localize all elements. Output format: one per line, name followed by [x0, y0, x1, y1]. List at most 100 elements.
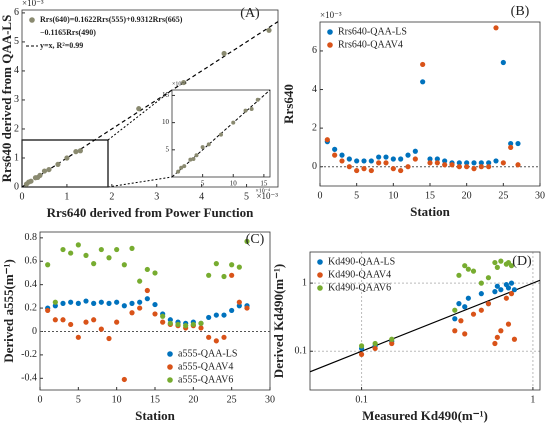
data-point — [452, 328, 458, 334]
data-point — [144, 287, 150, 294]
data-point — [91, 261, 97, 267]
data-point — [221, 334, 227, 340]
data-point — [354, 158, 360, 164]
legend-label: Rrs640-QAA-LS — [338, 26, 407, 37]
data-point — [45, 307, 51, 314]
data-point — [494, 283, 500, 289]
data-point — [160, 313, 166, 319]
data-point — [503, 295, 509, 301]
x-tick-label: 0 — [318, 190, 323, 201]
data-point — [55, 161, 61, 167]
data-point — [464, 160, 470, 166]
inset-point — [231, 120, 236, 125]
x-tick-label: 10 — [388, 190, 398, 201]
data-point — [136, 106, 142, 112]
data-point — [456, 160, 462, 166]
data-point — [390, 156, 396, 162]
data-point — [206, 334, 212, 340]
data-point — [358, 351, 365, 357]
data-point — [229, 262, 235, 268]
inset-point — [249, 107, 254, 112]
x-tick-label: 0.1 — [355, 394, 368, 405]
data-point — [361, 158, 367, 164]
data-point — [361, 166, 367, 172]
data-point — [449, 162, 455, 168]
legend-label: Kd490-QAAV6 — [328, 282, 391, 293]
data-point — [376, 160, 382, 166]
data-point — [478, 291, 484, 297]
data-point — [206, 314, 212, 321]
data-point — [190, 321, 196, 328]
inset-point — [219, 132, 223, 137]
data-point — [442, 162, 448, 168]
x-axis-label: Measured Kd490(m⁻¹) — [362, 408, 488, 423]
inset-point — [179, 165, 184, 170]
panel-label: (D) — [512, 254, 532, 269]
data-point — [221, 50, 227, 57]
x-tick-label: 3 — [154, 191, 159, 202]
panel-label: (B) — [511, 4, 530, 19]
data-point — [52, 317, 58, 323]
data-point — [508, 263, 515, 269]
data-point — [68, 299, 74, 305]
data-point — [77, 148, 83, 154]
x-tick-label: 25 — [227, 394, 237, 405]
data-point — [144, 296, 150, 302]
data-point — [41, 168, 48, 174]
legend-label: Rrs(640)=0.1622Rrs(555)+0.9312Rrs(665) — [40, 15, 183, 24]
data-point — [98, 246, 104, 253]
y-tick-label: 0.1 — [295, 346, 308, 357]
identity-line — [310, 279, 540, 373]
legend-label: −0.1165Rrs(490) — [40, 28, 96, 37]
y-axis-label: Derived Kd490(m⁻¹) — [271, 264, 286, 378]
inset-point — [191, 157, 196, 162]
panel-label: (C) — [246, 232, 265, 247]
data-point — [458, 318, 464, 324]
data-point — [511, 336, 518, 342]
data-point — [106, 335, 112, 342]
x-tick-label: 15 — [425, 190, 435, 201]
data-point — [383, 154, 389, 160]
data-point — [498, 328, 504, 334]
data-point — [494, 334, 500, 340]
data-point — [129, 310, 135, 316]
data-point — [470, 268, 477, 274]
identity-line — [22, 21, 278, 187]
data-point — [486, 164, 492, 170]
data-point — [332, 152, 338, 158]
zoom-connector — [107, 89, 173, 141]
data-point — [478, 164, 484, 170]
y-tick-label: 6 — [312, 45, 317, 56]
legend-label: Kd490-QAA-LS — [328, 256, 395, 267]
data-point — [206, 272, 212, 278]
data-point — [60, 246, 66, 253]
data-point — [508, 140, 514, 147]
data-point — [462, 331, 468, 337]
data-point — [515, 140, 521, 147]
x-tick-label: 5 — [201, 180, 205, 188]
data-point — [60, 300, 66, 306]
data-point — [478, 280, 484, 286]
inset-point — [206, 142, 211, 147]
y-tick-label: -0.4 — [21, 373, 37, 384]
data-point — [389, 340, 395, 347]
data-point — [420, 61, 426, 68]
y-exponent: ×10⁻⁴ — [172, 81, 187, 87]
data-point — [346, 164, 352, 170]
data-point — [354, 167, 360, 174]
data-point — [508, 144, 514, 151]
data-point — [91, 317, 97, 323]
data-point — [471, 166, 477, 172]
plot-frame — [21, 9, 279, 188]
y-exponent: ×10⁻³ — [320, 10, 342, 20]
plot-frame — [319, 21, 541, 187]
data-point — [37, 172, 43, 178]
data-point — [500, 160, 506, 166]
y-tick-label: 0 — [32, 326, 37, 337]
y-tick-label: 0.6 — [25, 256, 38, 267]
data-point — [505, 285, 512, 291]
data-point — [129, 300, 135, 306]
data-point — [505, 321, 512, 327]
data-point — [229, 307, 235, 314]
